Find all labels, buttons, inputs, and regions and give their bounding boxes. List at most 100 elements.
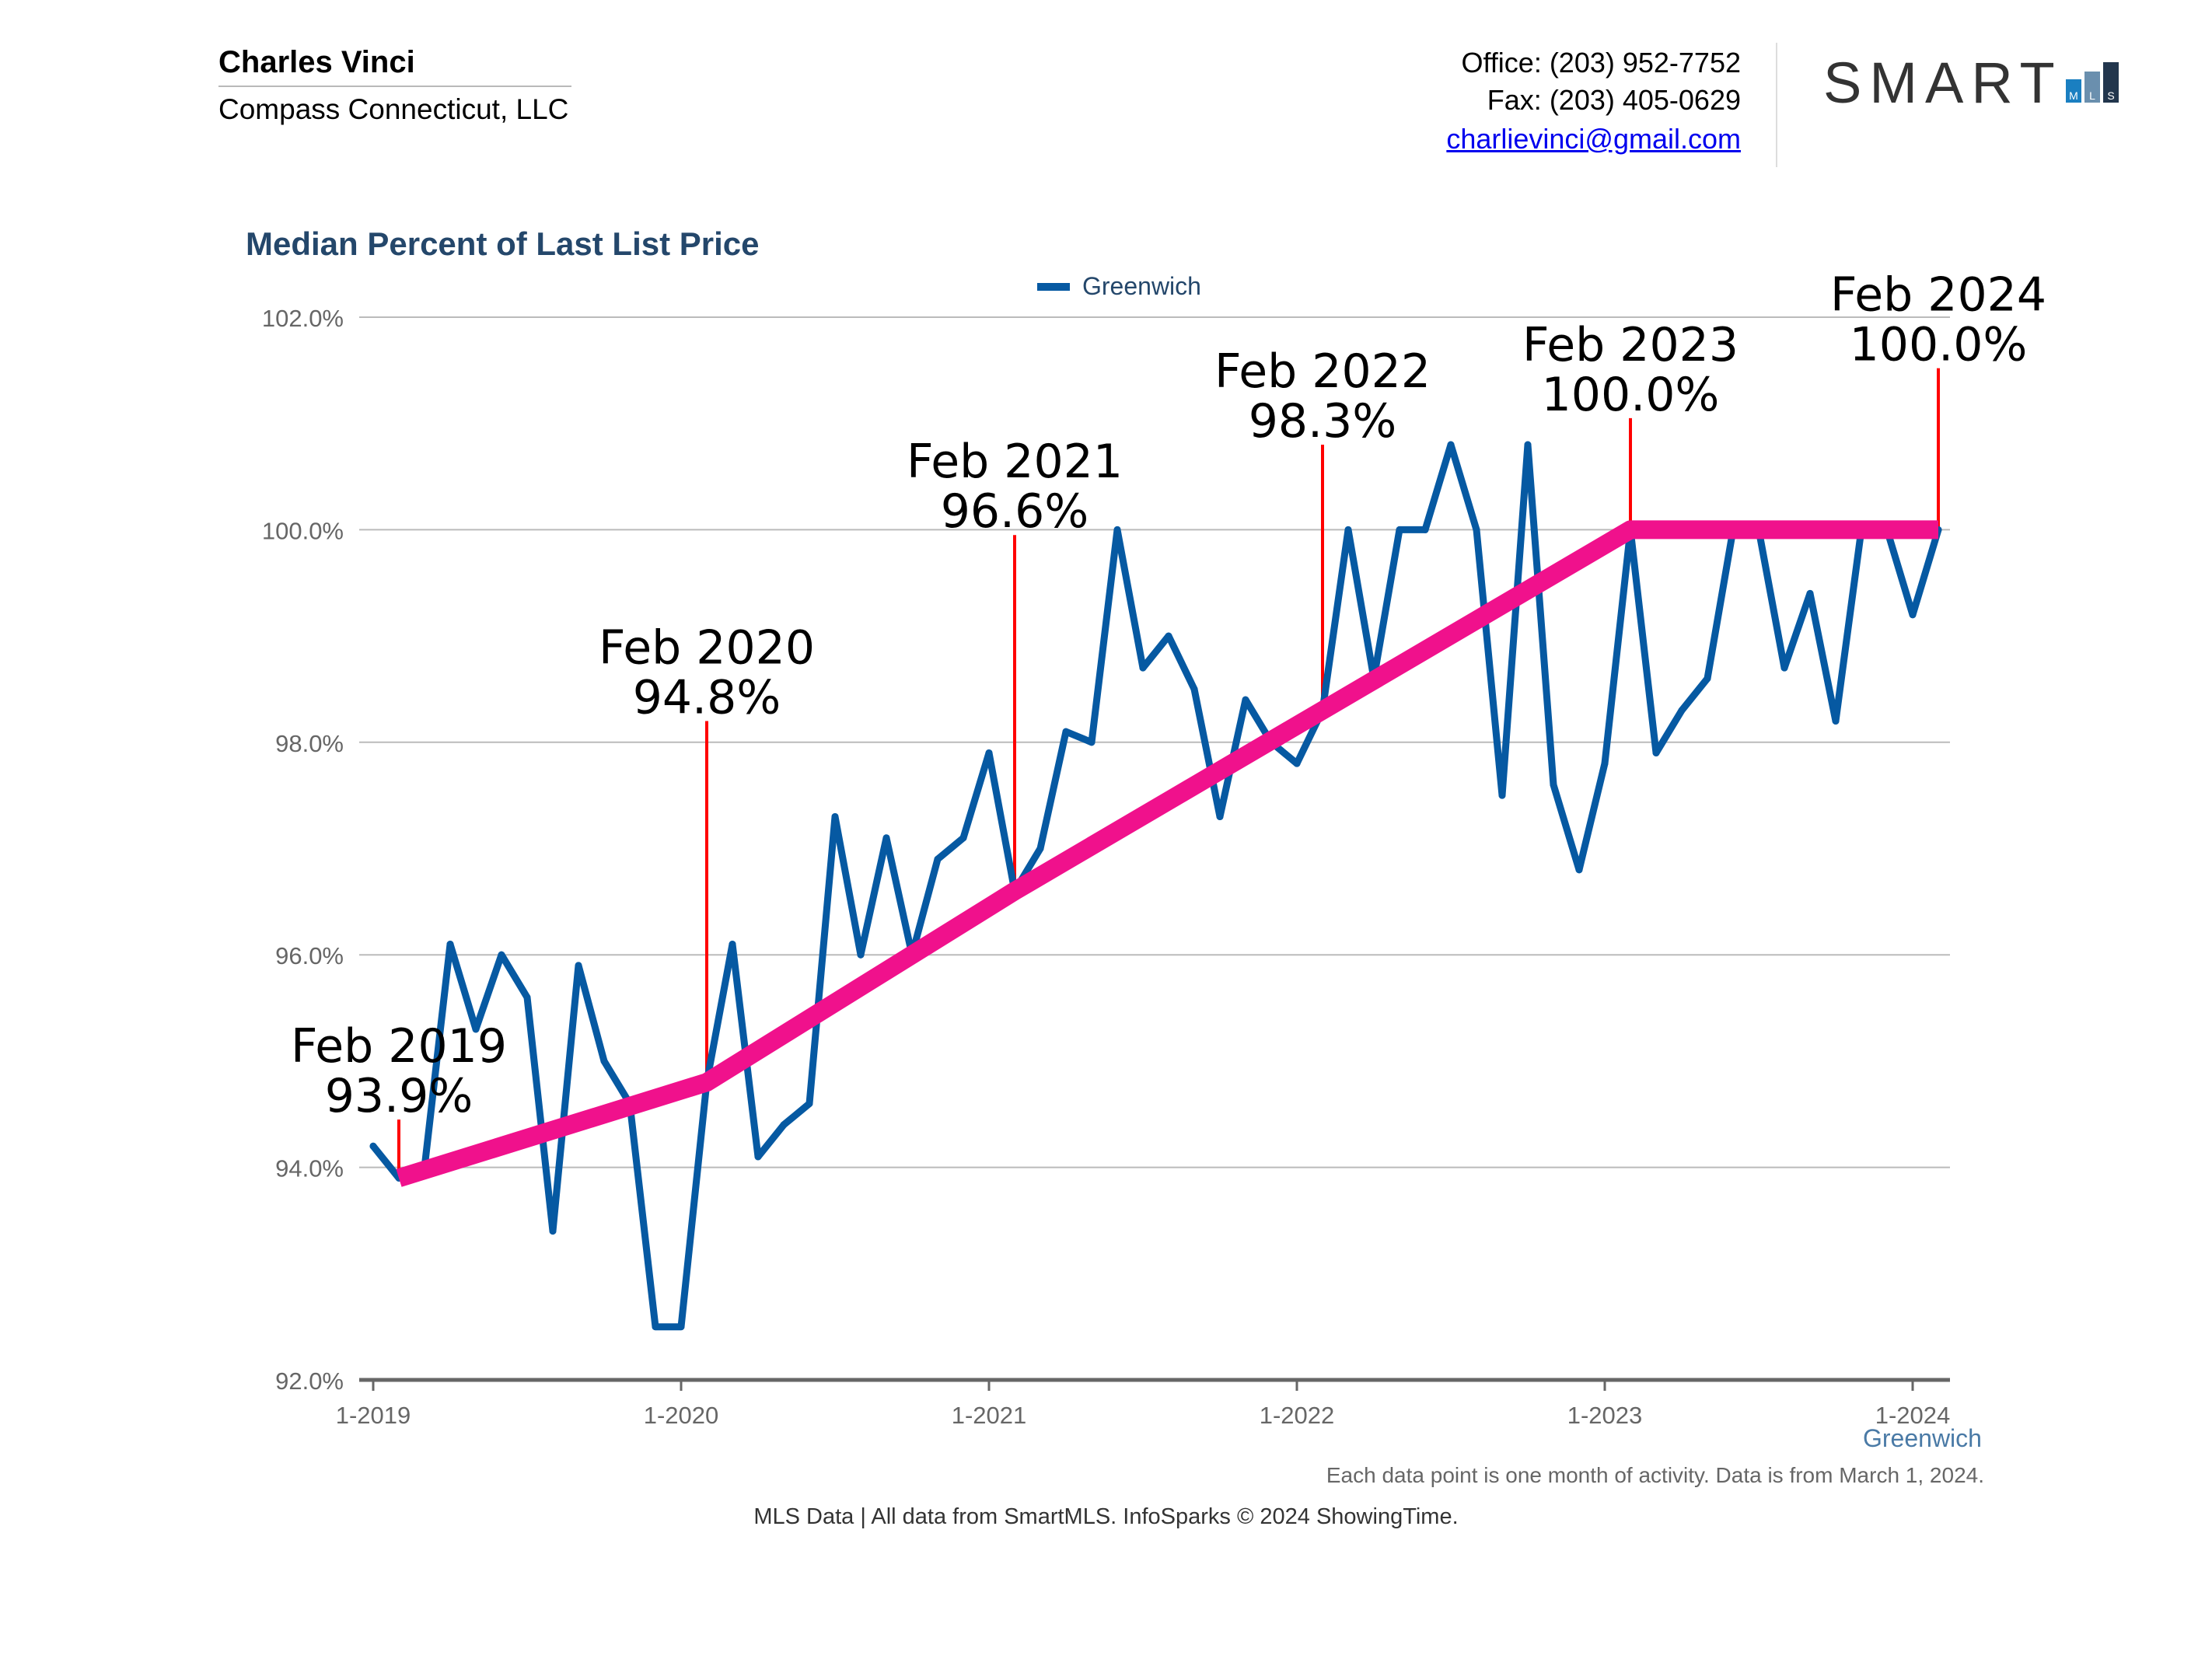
logo-wordmark: SMART xyxy=(1823,53,2063,115)
data-point xyxy=(1421,526,1429,533)
data-footnote: Each data point is one month of activity… xyxy=(1326,1463,1984,1487)
annotation-value-label: 96.6% xyxy=(941,484,1089,539)
data-point xyxy=(1190,685,1198,693)
data-point xyxy=(1293,760,1301,767)
data-point xyxy=(1806,589,1814,597)
data-point xyxy=(934,855,942,863)
data-point xyxy=(1704,675,1711,683)
data-point xyxy=(805,1100,813,1108)
data-point xyxy=(549,1228,557,1235)
data-point xyxy=(1036,845,1044,852)
data-point xyxy=(1344,526,1352,533)
logo-bar-s xyxy=(2103,62,2119,103)
data-point xyxy=(1550,781,1557,788)
annotation-value-label: 98.3% xyxy=(1249,394,1397,449)
header-divider xyxy=(1776,43,1777,167)
x-tick-label: 1-2022 xyxy=(1260,1402,1335,1429)
data-point xyxy=(780,1121,788,1129)
annotation-markers xyxy=(397,368,1940,1179)
data-point xyxy=(1396,526,1403,533)
data-point xyxy=(857,951,865,959)
data-credit: MLS Data | All data from SmartMLS. InfoS… xyxy=(753,1504,1459,1529)
data-point xyxy=(959,834,967,842)
office-phone: Office: (203) 952-7752 xyxy=(1461,47,1741,79)
data-point xyxy=(1601,760,1609,767)
agent-name-underline xyxy=(218,86,571,87)
annotation-value-label: 93.9% xyxy=(325,1069,474,1123)
y-tick-label: 100.0% xyxy=(262,517,344,544)
data-point xyxy=(1447,441,1455,449)
legend-swatch xyxy=(1037,282,1070,291)
logo-bar-m xyxy=(2066,79,2081,103)
data-point xyxy=(677,1323,685,1331)
y-tick-label: 94.0% xyxy=(275,1155,344,1182)
annotation-value-label: 94.8% xyxy=(633,670,781,725)
trend-line xyxy=(396,520,1938,1187)
annotation-month-label: Feb 2021 xyxy=(907,435,1123,489)
data-point xyxy=(1165,632,1172,640)
x-tick-label: 1-2024 xyxy=(1875,1402,1951,1429)
data-point xyxy=(600,1057,608,1065)
annotation-month-label: Feb 2022 xyxy=(1214,344,1431,399)
data-point xyxy=(1216,812,1224,820)
legend-label: Greenwich xyxy=(1082,272,1201,300)
agent-name: Charles Vinci xyxy=(218,45,415,79)
chart-title: Median Percent of Last List Price xyxy=(246,225,760,262)
data-point xyxy=(1832,717,1840,725)
data-point xyxy=(1113,526,1121,533)
annotation-month-label: Feb 2020 xyxy=(599,620,815,675)
y-tick-label: 98.0% xyxy=(275,730,344,757)
y-tick-label: 102.0% xyxy=(262,305,344,332)
x-tick-label: 1-2021 xyxy=(952,1402,1027,1429)
series-layer xyxy=(369,441,1942,1331)
annotation-value-label: 100.0% xyxy=(1542,368,1720,422)
fax-number: Fax: (203) 405-0629 xyxy=(1487,84,1741,116)
chart-legend[interactable]: Greenwich xyxy=(1037,272,1201,301)
annotation-value-label: 100.0% xyxy=(1850,318,2028,372)
agent-company: Compass Connecticut, LLC xyxy=(218,93,569,125)
x-axis-title: Greenwich xyxy=(1863,1424,1982,1452)
logo-letter-s: S xyxy=(2107,89,2114,102)
data-point xyxy=(652,1323,659,1331)
data-point xyxy=(369,1142,377,1150)
annotation-month-label: Feb 2024 xyxy=(1830,268,2046,323)
data-point xyxy=(831,812,839,820)
data-point xyxy=(498,951,505,959)
data-point xyxy=(1242,696,1249,704)
data-point xyxy=(1780,664,1788,672)
x-tick-label: 1-2020 xyxy=(644,1402,719,1429)
annotation-month-label: Feb 2019 xyxy=(291,1019,507,1074)
logo-letter-l: L xyxy=(2089,89,2095,102)
x-tick-label: 1-2023 xyxy=(1567,1402,1643,1429)
data-point xyxy=(446,941,454,948)
data-point xyxy=(1575,866,1583,874)
data-point xyxy=(729,941,736,948)
logo-bar-l xyxy=(2084,72,2100,103)
smart-mls-logo: SMART M L S xyxy=(1823,53,2119,115)
y-tick-label: 92.0% xyxy=(275,1367,344,1395)
x-tick-label: 1-2019 xyxy=(336,1402,411,1429)
data-point xyxy=(1652,749,1660,756)
y-tick-labels: 92.0% 94.0% 96.0% 98.0% 100.0% 102.0% xyxy=(262,305,344,1395)
y-tick-label: 96.0% xyxy=(275,942,344,969)
x-axis: 1-2019 1-2020 1-2021 1-2022 1-2023 1-2024 xyxy=(336,1378,1951,1429)
logo-letter-m: M xyxy=(2069,89,2078,102)
annotation-month-label: Feb 2023 xyxy=(1522,318,1738,372)
data-point xyxy=(472,1025,480,1033)
data-point xyxy=(575,962,582,969)
data-point xyxy=(882,834,890,842)
data-point xyxy=(754,1153,762,1161)
data-point xyxy=(1473,526,1480,533)
data-point xyxy=(1909,611,1917,619)
data-point xyxy=(985,749,993,756)
trend-layer xyxy=(396,520,1938,1187)
series-line-greenwich xyxy=(369,441,1942,1331)
email-link[interactable]: charlievinci@gmail.com xyxy=(1446,123,1741,155)
data-point xyxy=(1678,707,1686,714)
data-point xyxy=(1088,739,1096,746)
data-point xyxy=(1524,441,1532,449)
data-point xyxy=(1498,791,1506,799)
data-point xyxy=(1139,664,1147,672)
